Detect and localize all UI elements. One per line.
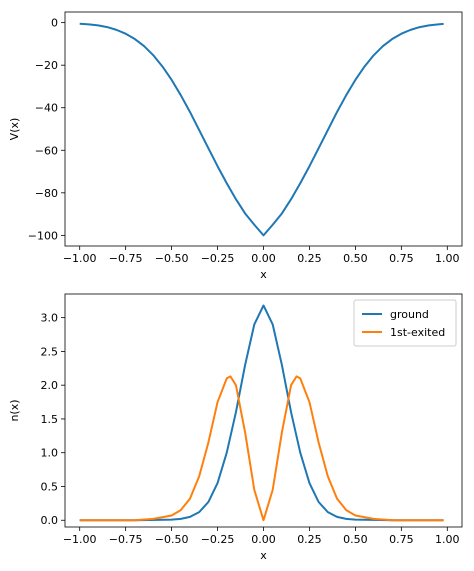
y-tick-label: 2.5 bbox=[41, 345, 59, 358]
axes-frame bbox=[64, 11, 463, 247]
x-tick-label: 1.00 bbox=[435, 252, 460, 265]
y-tick-label: −80 bbox=[35, 187, 58, 200]
x-tick-label: −0.75 bbox=[109, 252, 143, 265]
x-tick-label: 1.00 bbox=[435, 533, 460, 546]
x-axis-label: x bbox=[260, 549, 267, 562]
y-tick-label: 0.5 bbox=[41, 480, 59, 493]
x-tick-label: 0.75 bbox=[389, 533, 414, 546]
x-tick-label: −0.25 bbox=[201, 533, 235, 546]
y-axis-label: V(x) bbox=[8, 118, 21, 141]
x-tick-label: −1.00 bbox=[63, 252, 97, 265]
x-tick-label: 0.25 bbox=[297, 252, 322, 265]
y-tick-label: −20 bbox=[35, 59, 58, 72]
y-tick-label: −40 bbox=[35, 102, 58, 115]
legend-entry: 1st-exited bbox=[390, 326, 445, 339]
series-line-1st-exited bbox=[79, 375, 444, 522]
x-tick-label: 0.50 bbox=[343, 533, 368, 546]
x-tick-label: −0.50 bbox=[155, 533, 189, 546]
y-tick-label: 2.0 bbox=[41, 379, 59, 392]
x-tick-label: −1.00 bbox=[63, 533, 97, 546]
y-axis-label: n(x) bbox=[8, 399, 21, 421]
x-tick-label: 0.00 bbox=[251, 533, 276, 546]
x-tick-label: 0.25 bbox=[297, 533, 322, 546]
chart-panel-2: −1.00 −0.75 −0.50 −0.25 0.00 0.25 0.50 0.75 1.00… bbox=[8, 293, 463, 562]
y-tick-label: 1.5 bbox=[41, 413, 59, 426]
series-line-1 bbox=[79, 22, 444, 237]
legend: ground 1st-exited bbox=[353, 299, 457, 347]
x-tick-label: −0.50 bbox=[155, 252, 189, 265]
x-tick-label: −0.25 bbox=[201, 252, 235, 265]
legend-box bbox=[353, 299, 457, 347]
x-tick-label: 0.00 bbox=[251, 252, 276, 265]
y-tick-label: 1.0 bbox=[41, 447, 59, 460]
y-tick-label: −60 bbox=[35, 144, 58, 157]
y-tick-label: 0 bbox=[51, 17, 58, 30]
x-tick-label: 0.75 bbox=[389, 252, 414, 265]
y-tick-label: 0.0 bbox=[41, 514, 59, 527]
series-line-ground bbox=[79, 304, 444, 522]
chart-panel-1: −1.00 −0.75 −0.50 −0.25 0.00 0.25 0.50 0.75 1.00… bbox=[8, 11, 463, 281]
y-tick-label: 3.0 bbox=[41, 312, 59, 325]
x-tick-label: 0.50 bbox=[343, 252, 368, 265]
y-tick-label: −100 bbox=[28, 229, 58, 242]
x-axis-label: x bbox=[260, 268, 267, 281]
x-tick-label: −0.75 bbox=[109, 533, 143, 546]
legend-entry: ground bbox=[390, 308, 429, 321]
